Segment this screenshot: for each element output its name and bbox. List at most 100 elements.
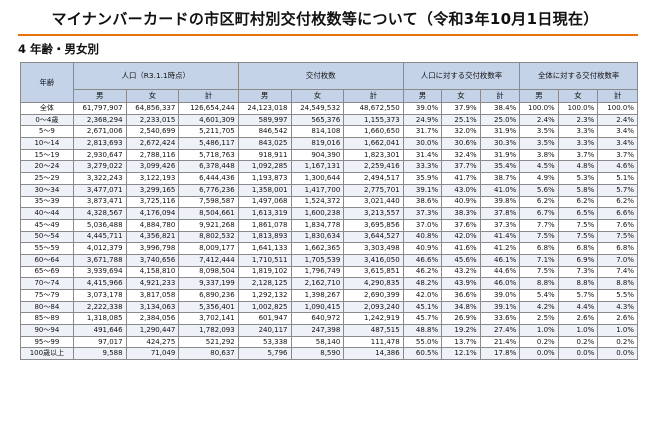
value-cell: 4.4%	[557, 300, 599, 314]
value-cell: 30.3%	[479, 137, 521, 150]
value-cell: 39.1%	[479, 300, 521, 314]
sub-header: 計	[343, 89, 404, 103]
value-cell: 7.3%	[557, 265, 599, 279]
value-cell: 521,292	[178, 335, 239, 349]
table-row: 55～59 4,012,379 3,996,798 8,009,177 1,641,13…	[20, 242, 638, 255]
value-cell: 60.5%	[402, 347, 443, 361]
value-cell: 487,515	[343, 324, 404, 337]
value-cell: 7.6%	[597, 218, 638, 232]
value-cell: 39.0%	[402, 102, 443, 115]
table-row: 全体 61,797,907 64,856,337 126,654,244 24,123,…	[20, 102, 638, 115]
table-row: 80～84 2,222,338 3,134,063 5,356,401 1,002,82…	[20, 300, 638, 314]
value-cell: 6.9%	[557, 253, 599, 267]
value-cell: 8.8%	[519, 277, 559, 290]
value-cell: 2,093,240	[343, 300, 404, 314]
table-row: 85～89 1,318,085 2,384,056 3,702,141 601,947 6…	[20, 312, 638, 326]
value-cell: 1,497,068	[237, 195, 292, 209]
value-cell: 3,213,557	[343, 207, 404, 220]
value-cell: 904,390	[290, 148, 345, 162]
value-cell: 1.0%	[519, 324, 559, 337]
value-cell: 1,823,301	[343, 148, 404, 162]
value-cell: 6.7%	[519, 207, 559, 220]
value-cell: 126,654,244	[178, 102, 239, 115]
value-cell: 2,222,338	[72, 300, 127, 314]
table-row: 35～39 3,873,471 3,725,116 7,598,587 1,497,06…	[20, 195, 638, 209]
value-cell: 8,802,532	[178, 230, 239, 244]
value-cell: 24,549,532	[290, 102, 345, 115]
value-cell: 2,690,399	[343, 289, 404, 302]
value-cell: 31.4%	[402, 148, 443, 162]
value-cell: 2,788,116	[125, 148, 180, 162]
age-cell: 55～59	[20, 242, 74, 255]
value-cell: 240,117	[237, 324, 292, 337]
value-cell: 38.6%	[402, 195, 443, 209]
age-cell: 20～24	[20, 160, 74, 174]
value-cell: 2,813,693	[72, 137, 127, 150]
value-cell: 100.0%	[519, 102, 559, 115]
value-cell: 1,524,372	[290, 195, 345, 209]
rate-vs-population-header: 人口に対する交付枚数率	[402, 62, 521, 90]
value-cell: 2,672,424	[125, 137, 180, 150]
table-row: 10～14 2,813,693 2,672,424 5,486,117 843,025 8…	[20, 137, 638, 150]
value-cell: 27.4%	[479, 324, 521, 337]
value-cell: 2.3%	[557, 113, 599, 127]
age-cell: 35～39	[20, 195, 74, 209]
value-cell: 45.1%	[402, 300, 443, 314]
value-cell: 1,155,373	[343, 113, 404, 127]
value-cell: 30.0%	[402, 137, 443, 150]
value-cell: 8,590	[290, 347, 345, 361]
value-cell: 4,356,821	[125, 230, 180, 244]
value-cell: 41.7%	[441, 172, 481, 185]
value-cell: 2.5%	[519, 312, 559, 326]
age-cell: 30～34	[20, 183, 74, 197]
value-cell: 1,782,093	[178, 324, 239, 337]
sub-header: 女	[290, 89, 345, 103]
value-cell: 17.8%	[479, 347, 521, 361]
value-cell: 4,328,567	[72, 207, 127, 220]
value-cell: 5,211,705	[178, 125, 239, 139]
value-cell: 3,695,856	[343, 218, 404, 232]
value-cell: 1,796,749	[290, 265, 345, 279]
value-cell: 3.4%	[597, 137, 638, 150]
sub-header: 男	[402, 89, 443, 103]
sub-header: 男	[519, 89, 559, 103]
value-cell: 48.2%	[402, 277, 443, 290]
value-cell: 5.8%	[557, 183, 599, 197]
table-row: 30～34 3,477,071 3,299,165 6,776,236 1,358,00…	[20, 183, 638, 197]
value-cell: 8,098,504	[178, 265, 239, 279]
age-cell: 60～64	[20, 253, 74, 267]
value-cell: 1,662,041	[343, 137, 404, 150]
sub-header: 計	[597, 89, 638, 103]
value-cell: 814,108	[290, 125, 345, 139]
value-cell: 7.1%	[519, 253, 559, 267]
value-cell: 2.4%	[519, 113, 559, 127]
value-cell: 5.6%	[519, 183, 559, 197]
page-title: マイナンバーカードの市区町村別交付枚数等について（令和3年10月1日現在）	[51, 10, 599, 28]
value-cell: 1,292,132	[237, 289, 292, 302]
value-cell: 61,797,907	[72, 102, 127, 115]
age-cell: 95～99	[20, 335, 74, 349]
age-cell: 15～19	[20, 148, 74, 162]
age-cell: 全体	[20, 102, 74, 115]
value-cell: 5,718,763	[178, 148, 239, 162]
value-cell: 2.4%	[597, 113, 638, 127]
value-cell: 1,300,644	[290, 172, 345, 185]
value-cell: 589,997	[237, 113, 292, 127]
value-cell: 5.4%	[519, 289, 559, 302]
value-cell: 1,398,267	[290, 289, 345, 302]
table-row: 90～94 491,646 1,290,447 1,782,093 240,117 247…	[20, 324, 638, 337]
value-cell: 41.2%	[479, 242, 521, 255]
value-cell: 0.2%	[519, 335, 559, 349]
value-cell: 41.6%	[441, 242, 481, 255]
age-cell: 65～69	[20, 265, 74, 279]
value-cell: 80,637	[178, 347, 239, 361]
issuance-table: 年齢 人口（R3.1.1時点） 交付枚数 人口に対する交付枚数率 全体に対する交…	[20, 62, 638, 361]
value-cell: 3,615,851	[343, 265, 404, 279]
value-cell: 37.6%	[441, 218, 481, 232]
table-row: 50～54 4,445,711 4,356,821 8,802,532 1,813,89…	[20, 230, 638, 244]
sub-header: 男	[72, 89, 127, 103]
sub-header: 計	[479, 89, 521, 103]
value-cell: 12.1%	[441, 347, 481, 361]
value-cell: 111,478	[343, 335, 404, 349]
value-cell: 6.2%	[597, 195, 638, 209]
